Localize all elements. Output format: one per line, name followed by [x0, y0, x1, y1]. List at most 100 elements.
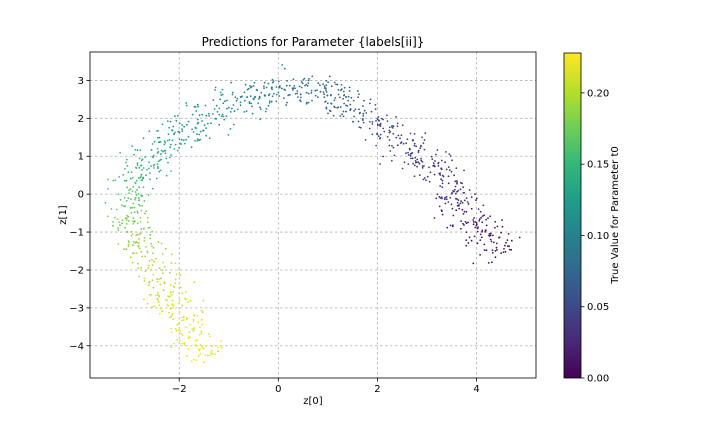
scatter-point	[131, 145, 134, 148]
scatter-point	[143, 237, 146, 239]
scatter-point	[231, 93, 234, 96]
scatter-point	[226, 107, 228, 110]
scatter-point	[149, 172, 151, 175]
scatter-point	[393, 154, 396, 157]
scatter-point	[475, 197, 478, 200]
scatter-point	[459, 188, 462, 191]
scatter-point	[198, 333, 201, 336]
y-axis: −4 −3 −2 −1 0 1 2 3	[69, 76, 90, 352]
scatter-point	[292, 78, 295, 81]
scatter-point	[144, 255, 147, 258]
scatter-point	[467, 221, 470, 224]
scatter-point	[424, 132, 427, 135]
scatter-point	[481, 230, 483, 233]
y-tick-label: 0	[78, 190, 84, 201]
scatter-point	[438, 195, 441, 198]
scatter-point	[112, 179, 115, 182]
scatter-point	[307, 82, 310, 84]
scatter-point	[151, 230, 154, 233]
scatter-point	[257, 98, 260, 100]
scatter-point	[305, 91, 308, 94]
scatter-point	[162, 289, 165, 292]
scatter-point	[176, 149, 179, 152]
scatter-point	[229, 111, 232, 113]
scatter-point	[415, 145, 418, 148]
colorbar-label: True Value for Parameter t0	[610, 146, 621, 284]
scatter-point	[119, 151, 121, 154]
scatter-point	[301, 82, 304, 85]
scatter-point	[141, 179, 144, 182]
scatter-point	[357, 90, 359, 92]
scatter-point	[140, 250, 143, 253]
scatter-point	[326, 102, 329, 105]
scatter-point	[352, 99, 355, 102]
scatter-point	[405, 152, 407, 155]
scatter-point	[196, 133, 198, 136]
scatter-point	[114, 179, 117, 182]
scatter-point	[150, 242, 153, 245]
scatter-point	[200, 309, 203, 312]
scatter-point	[157, 241, 160, 243]
scatter-point	[307, 79, 310, 82]
scatter-point	[197, 118, 199, 121]
scatter-point	[341, 88, 343, 90]
scatter-point	[504, 244, 506, 247]
scatter-point	[449, 155, 452, 157]
scatter-point	[194, 340, 197, 342]
scatter-point	[190, 360, 193, 362]
scatter-point	[299, 99, 301, 102]
scatter-point	[186, 123, 188, 126]
scatter-point	[127, 171, 130, 174]
scatter-point	[330, 102, 332, 105]
scatter-point	[284, 67, 286, 70]
scatter-point	[157, 167, 159, 170]
scatter-point	[140, 173, 143, 176]
scatter-point	[160, 277, 162, 280]
scatter-point	[476, 242, 479, 245]
scatter-point	[153, 260, 155, 263]
scatter-point	[106, 215, 109, 218]
scatter-point	[286, 101, 288, 104]
scatter-point	[132, 244, 134, 247]
scatter-point	[164, 152, 167, 155]
scatter-point	[202, 299, 205, 302]
scatter-point	[122, 174, 125, 176]
scatter-point	[170, 253, 173, 256]
scatter-point	[277, 80, 280, 83]
scatter-point	[391, 145, 393, 147]
scatter-point	[458, 204, 460, 206]
scatter-point	[417, 161, 419, 164]
scatter-point	[474, 226, 477, 229]
scatter-point	[243, 99, 246, 102]
scatter-point	[196, 344, 198, 347]
scatter-point	[127, 197, 130, 200]
scatter-point	[498, 236, 500, 239]
scatter-point	[231, 107, 233, 110]
scatter-point	[137, 267, 140, 270]
scatter-point	[227, 106, 230, 109]
scatter-point	[134, 196, 137, 199]
plot-frame	[89, 51, 537, 379]
colorbar-tick-label: 0.10	[587, 231, 609, 242]
scatter-point	[119, 224, 121, 227]
scatter-point	[214, 86, 217, 89]
scatter-point	[402, 142, 405, 145]
scatter-point	[477, 226, 479, 229]
scatter-point	[150, 165, 153, 168]
scatter-point	[314, 94, 317, 97]
scatter-point	[454, 192, 457, 195]
scatter-point	[413, 164, 416, 167]
scatter-point	[226, 99, 228, 102]
scatter-point	[510, 239, 513, 242]
scatter-point	[401, 124, 404, 127]
scatter-point	[433, 217, 436, 219]
scatter-point	[286, 80, 289, 82]
scatter-point	[476, 230, 479, 233]
scatter-point	[456, 182, 458, 185]
scatter-point	[461, 201, 464, 204]
scatter-point	[448, 169, 451, 172]
scatter-point	[447, 175, 450, 178]
scatter-point	[178, 286, 181, 289]
scatter-point	[307, 92, 310, 95]
